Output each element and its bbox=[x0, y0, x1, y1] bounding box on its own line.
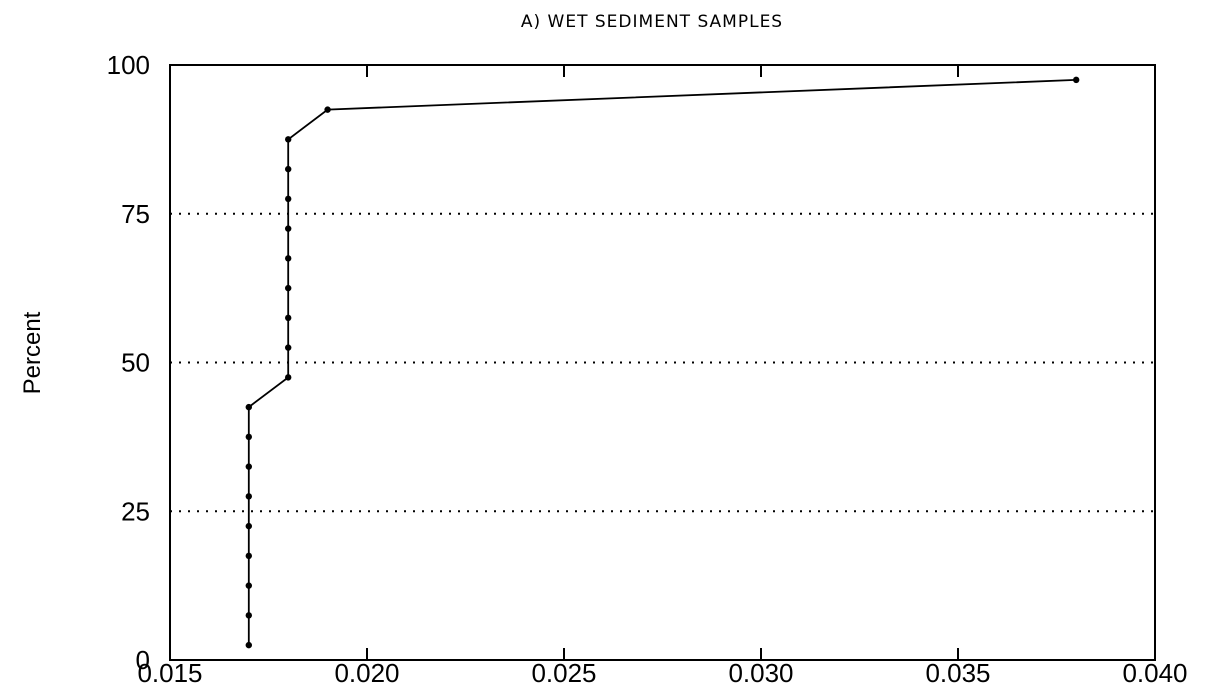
y-tick-label: 0 bbox=[136, 645, 150, 675]
data-point bbox=[285, 165, 292, 173]
data-point bbox=[245, 552, 252, 560]
data-point bbox=[285, 344, 292, 351]
series-line bbox=[247, 79, 1077, 646]
data-point bbox=[285, 195, 292, 203]
x-tick-label: 0.025 bbox=[531, 658, 596, 685]
x-tick-label: 0.040 bbox=[1122, 658, 1187, 685]
data-point bbox=[245, 612, 252, 619]
data-point bbox=[245, 582, 252, 589]
grid-lines bbox=[170, 212, 1155, 513]
data-point bbox=[285, 374, 292, 381]
x-tick-label: 0.030 bbox=[728, 658, 793, 685]
data-point bbox=[245, 641, 252, 649]
x-tick-label: 0.035 bbox=[925, 658, 990, 685]
series-layer bbox=[245, 76, 1080, 649]
x-tick-label: 0.015 bbox=[137, 658, 202, 685]
plot-frame bbox=[169, 64, 1156, 661]
data-point bbox=[1073, 76, 1080, 84]
y-axis-label: Percent bbox=[19, 311, 46, 394]
axis-ticks: 0 25 50 75 100 0.015 0.020 0.025 0.030 0.035 0.040 bbox=[107, 50, 1188, 685]
data-point bbox=[245, 433, 252, 441]
y-tick-label: 25 bbox=[121, 496, 150, 526]
data-point bbox=[245, 522, 252, 530]
data-point bbox=[285, 225, 292, 232]
chart-title: A) WET SEDIMENT SAMPLES bbox=[521, 12, 783, 32]
data-point bbox=[285, 284, 292, 292]
data-point bbox=[245, 493, 252, 500]
y-tick-label: 50 bbox=[121, 348, 150, 378]
data-point bbox=[285, 255, 292, 262]
y-tick-label: 75 bbox=[121, 199, 150, 229]
data-point bbox=[285, 136, 292, 143]
y-tick-label: 100 bbox=[107, 50, 150, 80]
data-point bbox=[285, 314, 292, 322]
data-point bbox=[324, 106, 331, 113]
data-point bbox=[245, 463, 252, 470]
x-tick-label: 0.020 bbox=[334, 658, 399, 685]
data-point bbox=[245, 403, 252, 411]
